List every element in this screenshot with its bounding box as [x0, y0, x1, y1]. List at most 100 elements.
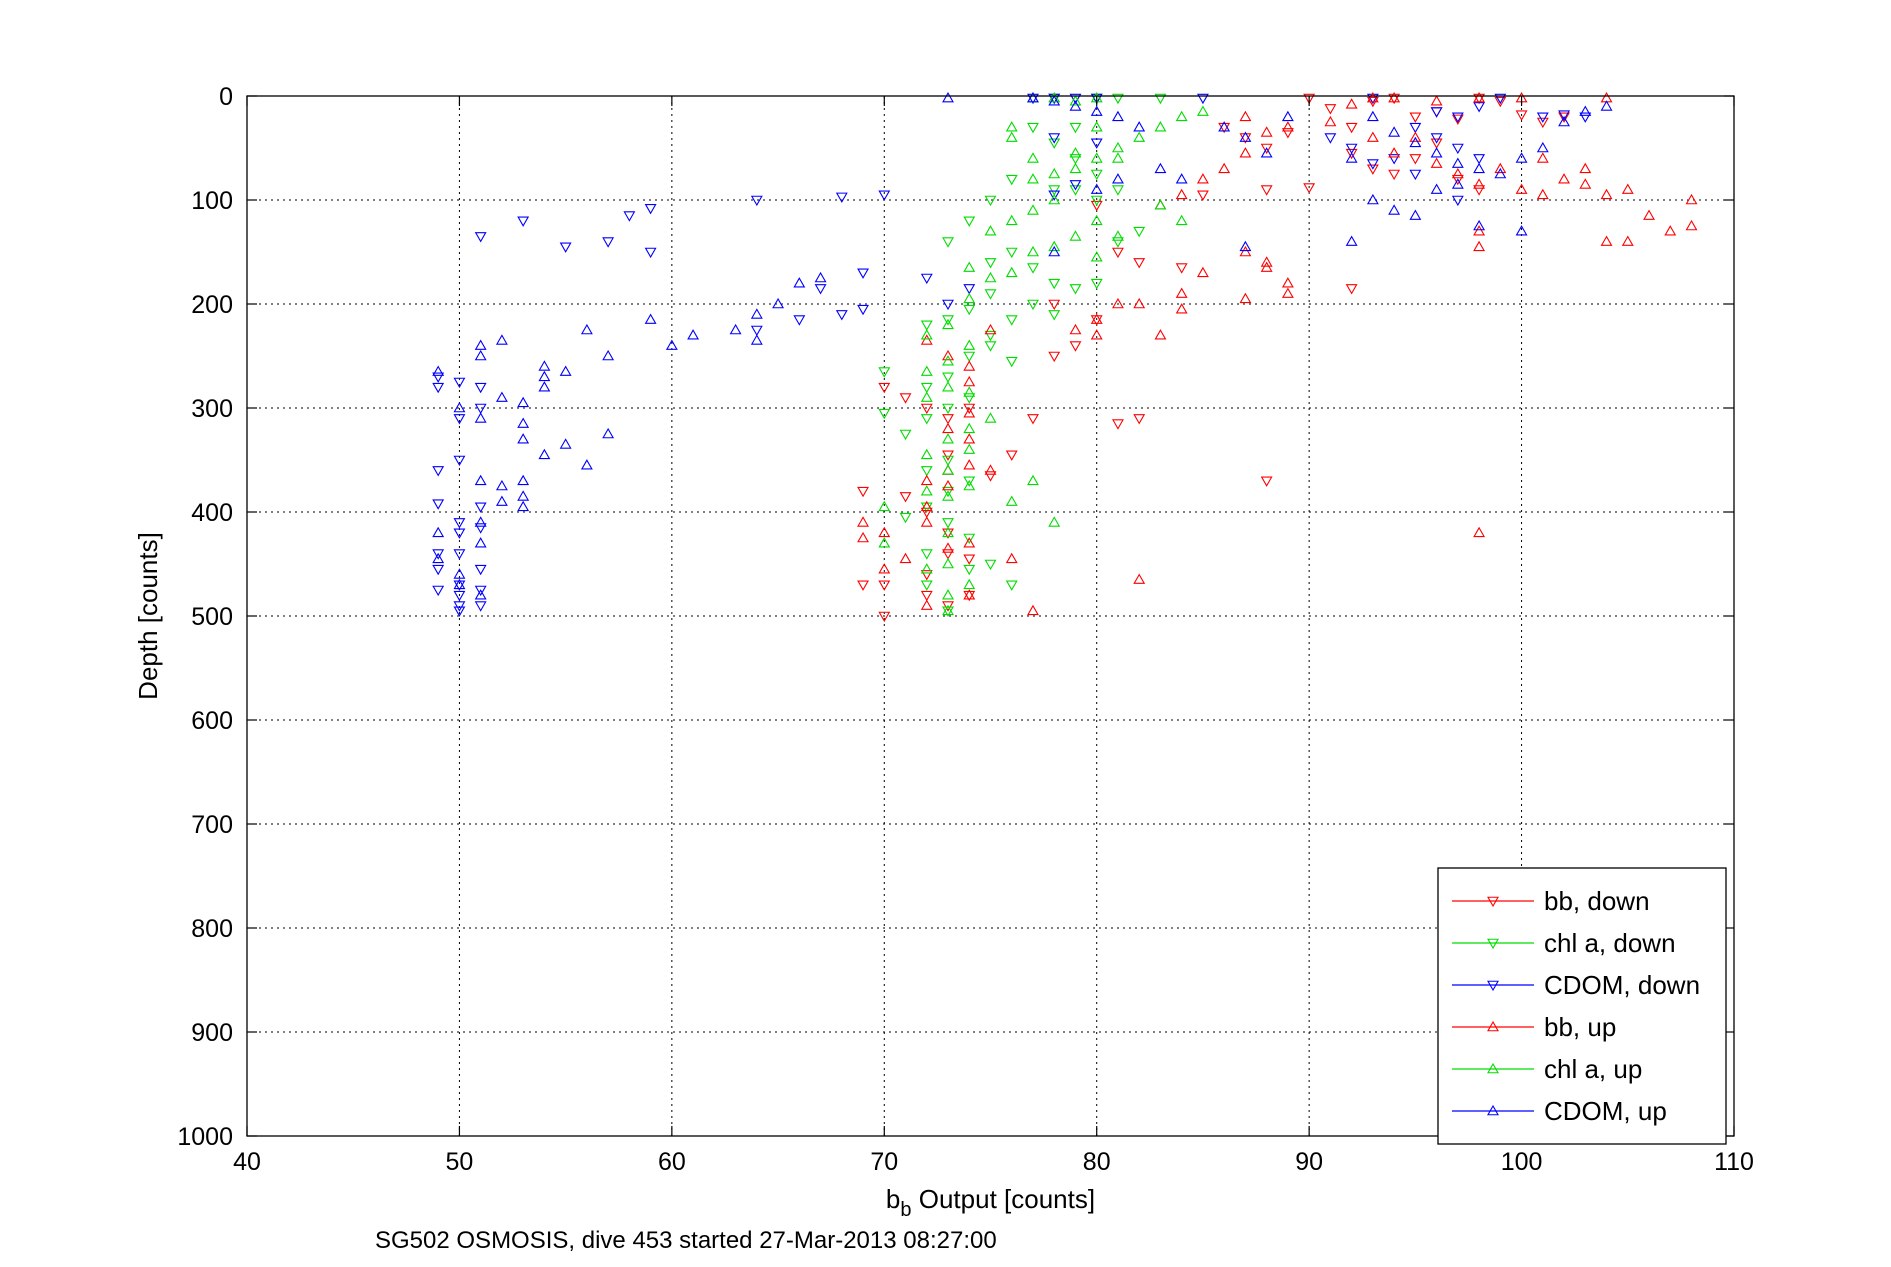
data-point [1133, 131, 1146, 142]
data-point [453, 568, 466, 579]
data-point [1536, 141, 1549, 153]
legend-entry: bb, down [1452, 886, 1650, 916]
data-point [1027, 152, 1039, 163]
data-point [920, 273, 933, 285]
data-point [517, 433, 530, 444]
data-point [1664, 225, 1677, 236]
data-point [1409, 154, 1422, 165]
y-tick-label: 900 [191, 1019, 233, 1047]
data-point [1430, 138, 1443, 149]
data-point [1388, 169, 1401, 181]
data-point [942, 518, 954, 529]
data-point [920, 329, 933, 340]
data-point [1069, 93, 1082, 105]
data-point [1281, 287, 1294, 298]
data-point [1112, 93, 1124, 105]
data-point [1133, 297, 1146, 309]
data-point [1005, 450, 1018, 461]
data-point [1473, 178, 1486, 189]
data-point [453, 601, 466, 612]
data-point [453, 549, 466, 560]
data-point [1579, 105, 1592, 116]
y-tick-label: 800 [191, 915, 233, 943]
y-tick-label: 700 [191, 811, 233, 839]
data-point [1281, 277, 1294, 288]
data-point [432, 499, 445, 510]
data-point [1536, 188, 1549, 200]
data-point [920, 563, 933, 574]
data-point [432, 585, 445, 597]
data-point [1494, 167, 1507, 179]
data-point [432, 552, 445, 564]
data-point [878, 382, 891, 394]
data-point [474, 339, 487, 350]
data-point [793, 315, 806, 326]
data-point [1600, 235, 1613, 246]
data-point [963, 360, 976, 371]
data-point [1090, 278, 1103, 290]
data-point [1027, 93, 1039, 105]
data-point [1027, 173, 1039, 184]
series-3 [857, 91, 1698, 616]
data-point [517, 396, 530, 408]
data-point [1494, 162, 1507, 174]
data-point [942, 315, 954, 326]
data-point [1218, 121, 1231, 132]
data-point [474, 523, 487, 534]
data-point [474, 403, 487, 415]
data-point [942, 528, 954, 539]
data-point [517, 216, 530, 227]
data-point [474, 537, 487, 548]
data-point [1324, 115, 1337, 127]
data-point [878, 408, 891, 420]
data-point [963, 292, 976, 304]
legend-marker [1487, 1020, 1499, 1032]
data-point [1260, 261, 1273, 272]
data-point [1281, 121, 1294, 132]
data-point [920, 382, 933, 394]
data-point [963, 407, 976, 418]
data-point [1451, 112, 1464, 123]
data-point [984, 323, 997, 335]
data-point [878, 611, 891, 623]
data-point [1239, 131, 1252, 142]
data-point [793, 277, 806, 288]
data-point [1048, 95, 1061, 106]
data-point [1196, 105, 1209, 116]
data-point [1558, 115, 1571, 127]
data-point [1409, 169, 1422, 181]
data-point [559, 242, 572, 253]
data-point [1388, 204, 1401, 215]
data-point [942, 589, 954, 600]
data-point [1027, 122, 1039, 134]
data-point [963, 459, 976, 470]
data-point [920, 334, 933, 345]
data-point [559, 365, 572, 376]
data-point [1048, 185, 1061, 196]
data-point [1090, 315, 1103, 326]
data-point [1133, 226, 1146, 238]
data-point [1494, 96, 1507, 108]
data-point [857, 304, 869, 316]
data-point [1005, 214, 1018, 226]
data-point [1473, 162, 1486, 174]
data-point [920, 448, 933, 460]
data-point [1027, 474, 1039, 486]
data-point [1473, 185, 1486, 196]
data-point [474, 232, 487, 243]
data-point [963, 403, 976, 415]
data-point [623, 211, 636, 222]
data-point [1239, 240, 1252, 252]
data-point [1005, 266, 1018, 278]
data-point [1239, 133, 1252, 144]
data-point [984, 464, 997, 475]
data-point [1536, 152, 1549, 163]
data-point [963, 261, 976, 272]
data-point [1515, 225, 1528, 236]
data-point [1260, 256, 1273, 267]
data-point [942, 526, 954, 538]
data-point [750, 308, 763, 319]
data-point [1048, 133, 1061, 144]
data-point [920, 320, 933, 331]
data-point [942, 422, 954, 434]
